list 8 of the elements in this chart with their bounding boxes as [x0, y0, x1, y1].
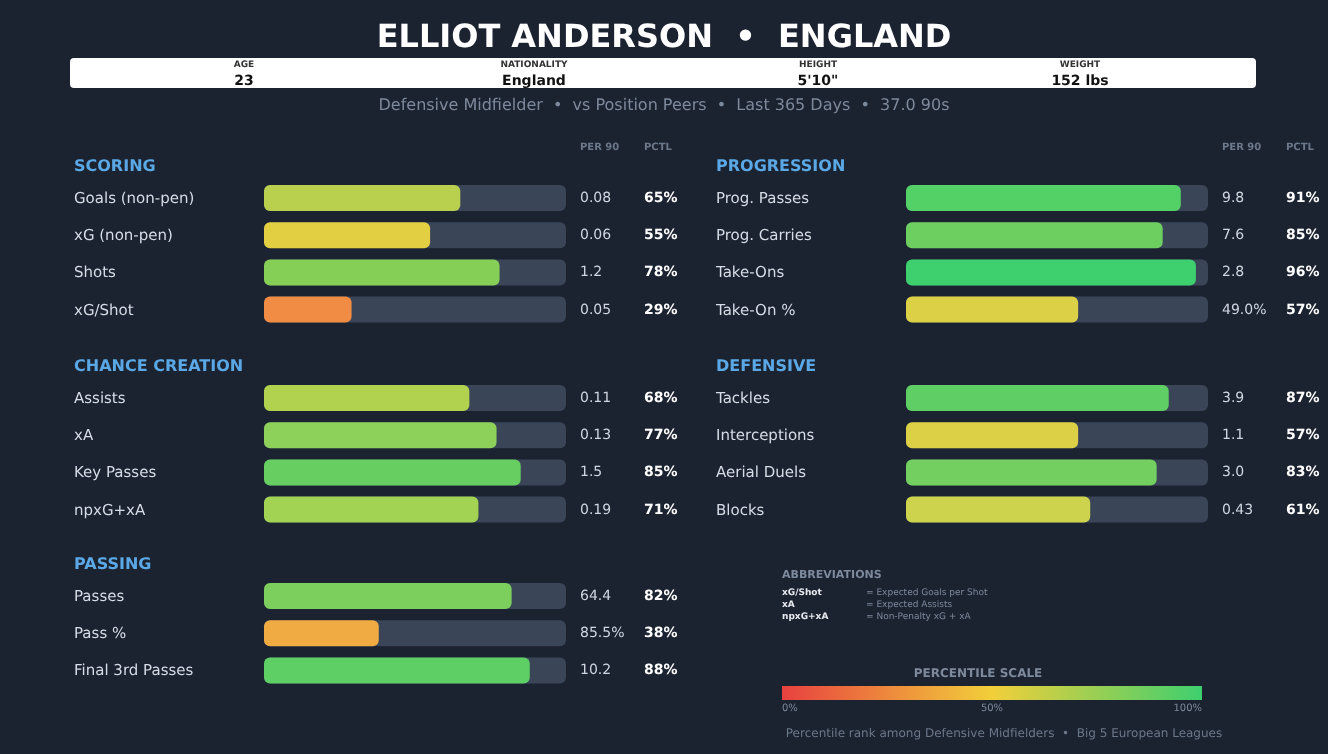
chart-title: CHANCE CREATION [74, 357, 244, 375]
text: DEFENSIVE [716, 357, 817, 375]
text: Defensive Midfielder • vs Position Peers • Last 365 Days • 37.0 90s [378, 96, 950, 114]
bar [264, 296, 352, 323]
text: PASSING [74, 555, 152, 573]
text: SCORING [74, 157, 156, 175]
text: ELLIOT ANDERSON • ENGLAND [376, 17, 952, 55]
chart-title: PROGRESSION [716, 157, 846, 175]
